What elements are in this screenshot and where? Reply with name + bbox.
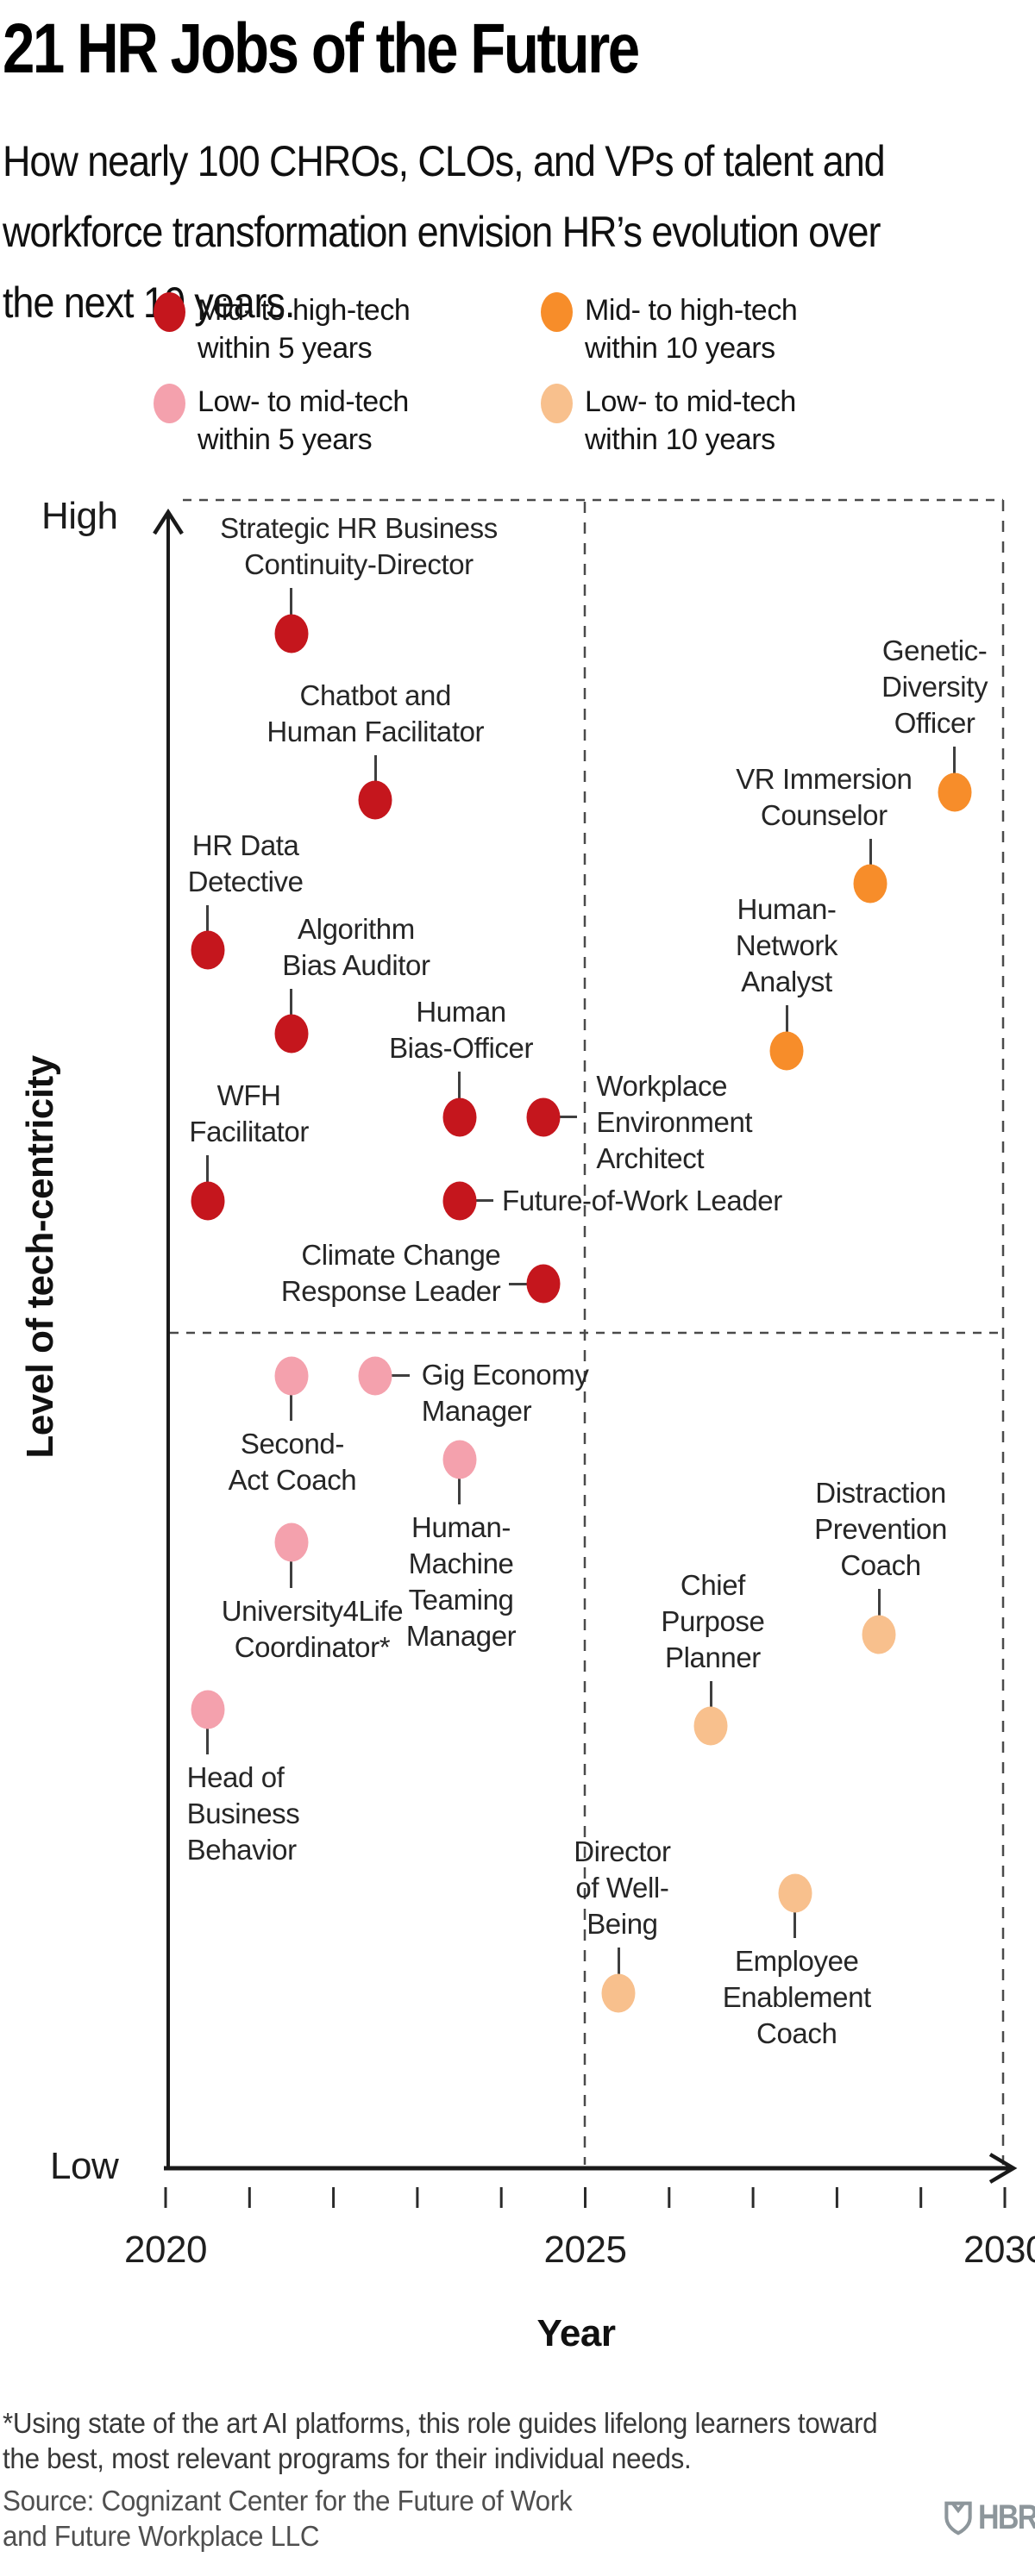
legend-item: Mid- to high-tech within 5 years [154,291,411,367]
job-0-3-leader-line [290,988,293,1018]
x-axis-arrow-icon [988,2153,1018,2184]
job-1-4-label: Head of Business Behavior [186,1761,300,1866]
job-0-5-dot [526,1097,561,1137]
job-1-0-dot [274,1356,309,1396]
footnote: *Using state of the art AI platforms, th… [3,2407,878,2474]
job-2-0-label: Genetic- Diversity Officer [881,635,988,740]
job-0-3-label: Algorithm Bias Auditor [282,912,430,981]
job-1-1-dot [358,1356,392,1396]
legend-item-label: Mid- to high-tech within 5 years [198,294,411,365]
job-1-3-leader-line [290,1558,293,1588]
y-axis-high-label: High [41,495,118,537]
legend-item-label: Mid- to high-tech within 10 years [585,294,798,365]
job-3-3-dot [778,1873,812,1913]
legend-item: Low- to mid-tech within 10 years [541,383,796,459]
job-1-2-dot [442,1440,477,1479]
job-2-1-leader-line [869,838,872,868]
legend-dot-icon [541,384,573,423]
page-title: 21 HR Jobs of the Future [3,9,640,88]
job-2-2-label: Human- Network Analyst [735,893,838,998]
job-1-1-label: Gig Economy Manager [421,1358,589,1427]
legend-dot-icon [154,292,185,332]
job-1-3-dot [274,1522,309,1562]
job-2-2-dot [769,1031,804,1071]
job-3-2-label: Director of Well- Being [574,1835,671,1941]
job-1-4-dot [191,1690,225,1729]
job-1-0-label: Second- Act Coach [228,1428,357,1497]
job-1-2-leader-line [458,1475,461,1505]
job-3-3-label: Employee Enablement Coach [722,1945,872,2050]
subtitle: How nearly 100 CHROs, CLOs, and VPs of t… [3,137,886,327]
job-0-7-leader-line [473,1199,494,1203]
job-3-0-leader-line [877,1589,881,1619]
job-2-1-label: VR Immersion Counselor [736,762,913,831]
job-0-0-label: Strategic HR Business Continuity-Directo… [220,512,498,581]
job-3-1-leader-line [709,1680,712,1710]
x-tick-label-2030: 2030 [963,2229,1035,2271]
x-tick-label-2025: 2025 [543,2229,627,2271]
job-0-8-label: Climate Change Response Leader [280,1239,501,1308]
job-2-0-dot [938,772,972,812]
job-0-7-label: Future-of-Work Leader [502,1184,782,1216]
job-3-3-leader-line [794,1909,797,1939]
job-0-2-label: HR Data Detective [187,828,304,897]
hbr-logo-text: HBR [978,2498,1035,2536]
job-0-4-dot [442,1097,477,1137]
x-tick-label-2020: 2020 [124,2229,207,2271]
source-credit: Source: Cognizant Center for the Future … [3,2485,573,2552]
job-0-1-label: Chatbot and Human Facilitator [267,678,485,747]
job-0-4-label: Human Bias-Officer [389,996,534,1065]
job-0-2-leader-line [206,904,210,935]
job-0-1-dot [358,780,392,820]
job-0-4-leader-line [458,1072,461,1102]
job-2-2-leader-line [785,1005,788,1035]
job-2-0-leader-line [953,747,957,777]
job-0-6-dot [191,1181,225,1221]
job-1-4-leader-line [206,1725,210,1755]
legend-dot-icon [541,292,573,332]
job-1-3-label: University4Life Coordinator* [221,1594,404,1663]
job-0-0-dot [274,614,309,653]
job-0-6-leader-line [206,1155,210,1185]
job-0-8-leader-line [509,1282,530,1285]
job-3-1-dot [693,1706,728,1746]
y-axis-title: Level of tech-centricity [19,1055,61,1459]
job-0-0-leader-line [290,588,293,618]
hbr-shield-icon [944,2501,972,2535]
job-0-7-dot [442,1181,477,1221]
legend-item: Mid- to high-tech within 10 years [541,291,798,367]
job-1-1-leader-line [388,1374,410,1378]
legend-item-label: Low- to mid-tech within 10 years [585,385,796,456]
legend-item: Low- to mid-tech within 5 years [154,383,409,459]
job-0-1-leader-line [373,754,377,785]
legend-item-label: Low- to mid-tech within 5 years [198,385,409,456]
job-0-2-dot [191,930,225,970]
job-3-1-label: Chief Purpose Planner [661,1568,765,1673]
job-2-1-dot [853,864,888,903]
job-0-6-label: WFH Facilitator [189,1079,309,1148]
x-axis-title: Year [536,2312,616,2354]
legend-dot-icon [154,384,185,423]
y-axis-low-label: Low [50,2145,119,2187]
job-3-0-label: Distraction Prevention Coach [814,1477,947,1582]
job-0-5-leader-line [556,1116,578,1119]
job-3-2-dot [601,1973,636,2013]
job-1-0-leader-line [290,1391,293,1422]
job-3-0-dot [862,1615,896,1654]
job-3-2-leader-line [617,1948,620,1978]
job-0-8-dot [526,1264,561,1304]
hbr-logo: HBR [944,2498,1035,2537]
x-axis-ticks [164,2187,1007,2208]
job-1-2-label: Human- Machine Teaming Manager [405,1511,517,1653]
job-0-3-dot [274,1014,309,1054]
y-axis-arrow-icon [153,508,184,535]
job-0-5-label: Workplace Environment Architect [596,1069,753,1174]
